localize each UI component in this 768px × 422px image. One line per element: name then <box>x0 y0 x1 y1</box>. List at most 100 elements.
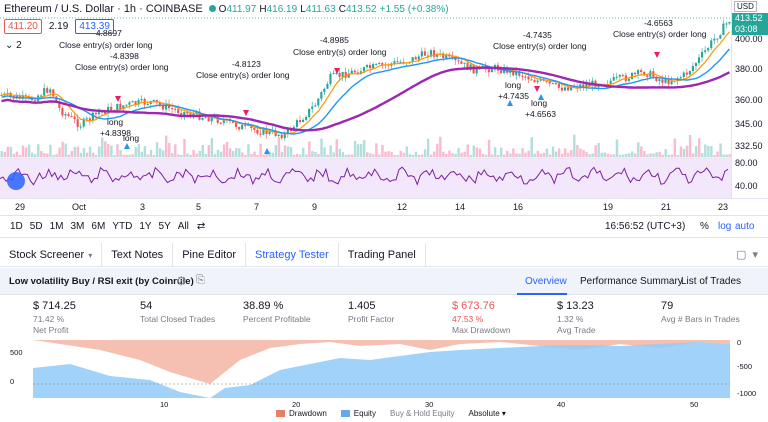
gear-icon[interactable]: ⚙ <box>176 274 187 288</box>
candle-body <box>722 23 725 36</box>
collapse-icon[interactable]: ▾ <box>752 249 758 261</box>
clock-display[interactable]: 16:56:52 (UTC+3) <box>605 221 686 232</box>
sell-price-button[interactable]: 411.20 <box>4 19 42 34</box>
volume-bar <box>359 143 363 157</box>
volume-bar <box>21 145 25 157</box>
volume-bar <box>679 146 683 157</box>
range-3m[interactable]: 3M <box>70 221 85 232</box>
candle-body <box>710 40 713 49</box>
auto-scale-toggle[interactable]: auto <box>735 221 755 232</box>
tab-trading-panel[interactable]: Trading Panel <box>339 243 426 267</box>
metric-value: $ 13.23 <box>557 300 594 312</box>
volume-bar <box>509 153 512 157</box>
volume-bar <box>393 154 396 157</box>
currency-label[interactable]: USD <box>734 1 757 12</box>
subtab-list-of-trades[interactable]: List of Trades <box>681 276 742 287</box>
volume-bar <box>496 154 500 157</box>
candle-body <box>238 127 241 130</box>
export-icon[interactable]: ⎘ <box>196 274 205 286</box>
subtab-overview[interactable]: Overview <box>525 276 567 287</box>
tab-text-notes[interactable]: Text Notes <box>102 243 174 267</box>
low-value: 411.63 <box>305 4 336 15</box>
indicator-toggle[interactable]: ⌄ 2 <box>5 40 22 51</box>
volume-bar <box>183 139 186 157</box>
maximize-icon[interactable]: ▢ <box>735 249 747 261</box>
candle-body <box>365 65 369 68</box>
price-scale[interactable]: 413.52 03:08 400.00 380.00 360.00 345.00… <box>731 0 768 198</box>
legend-drawdown[interactable]: Drawdown <box>276 409 327 418</box>
percent-scale-toggle[interactable]: % <box>700 221 709 232</box>
trade-annotation: -4.7435 <box>523 30 552 40</box>
candle-body <box>700 52 704 58</box>
range-5d[interactable]: 5D <box>29 221 43 232</box>
candle-body <box>0 95 3 96</box>
candle-body <box>685 72 688 75</box>
range-ytd[interactable]: YTD <box>112 221 133 232</box>
absolute-dropdown[interactable]: Absolute ▾ <box>468 409 506 418</box>
trade-annotation: +4.8398 <box>100 128 131 138</box>
candle-body <box>618 75 621 77</box>
volume-bar <box>70 151 73 157</box>
perf-right-tick: -500 <box>737 362 752 371</box>
volume-bar <box>612 154 616 157</box>
volume-bar <box>582 149 585 157</box>
volume-bar <box>600 152 603 157</box>
volume-bar <box>387 151 390 157</box>
candle-body <box>308 108 311 118</box>
range-5y[interactable]: 5Y <box>158 221 171 232</box>
range-1y[interactable]: 1Y <box>139 221 152 232</box>
tab-strategy-tester[interactable]: Strategy Tester <box>246 243 339 267</box>
volume-bar <box>347 154 351 157</box>
close-label: C <box>338 4 346 15</box>
volume-bar <box>652 153 655 157</box>
volume-bar <box>140 151 144 157</box>
volume-bar <box>283 145 287 157</box>
volume-bar <box>637 142 640 157</box>
panel-controls[interactable]: ▢ ▾ <box>736 248 758 261</box>
time-label: 19 <box>603 202 614 212</box>
volume-bar <box>694 146 698 157</box>
price-chart-pane[interactable]: -4.8697 Close entry(s) order long -4.8398 C… <box>0 0 768 215</box>
candle-body <box>521 75 524 77</box>
volume-bar <box>131 154 134 157</box>
trade-annotation: long <box>505 80 521 90</box>
candle-body <box>70 116 73 118</box>
subtab-performance-summary[interactable]: Performance Summary <box>580 276 683 287</box>
volume-bar <box>97 146 101 157</box>
volume-bar <box>472 145 476 157</box>
candle-body <box>670 81 673 85</box>
equity-chart[interactable]: 500 0 0 -500 -1000 10 20 30 40 50 <box>0 340 768 422</box>
symbol-title[interactable]: Ethereum / U.S. Dollar · 1h · COINBASE <box>4 3 203 15</box>
range-6m[interactable]: 6M <box>91 221 106 232</box>
candle-body <box>268 130 271 135</box>
compare-arrows-icon[interactable]: ⇄ <box>196 221 206 232</box>
range-1d[interactable]: 1D <box>10 221 23 232</box>
candle-body <box>253 128 256 130</box>
legend-equity[interactable]: Equity <box>340 409 376 418</box>
volume-bar <box>12 153 16 157</box>
volume-bar <box>500 147 503 157</box>
range-all[interactable]: All <box>177 221 189 232</box>
time-scale[interactable]: 29 Oct 3 5 7 9 12 14 16 19 21 23 <box>0 198 768 215</box>
candle-body <box>466 62 469 70</box>
trade-annotation: long <box>107 117 123 127</box>
tab-pine-editor[interactable]: Pine Editor <box>173 243 246 267</box>
range-1m[interactable]: 1M <box>49 221 64 232</box>
trade-annotation: -4.6563 <box>644 18 673 28</box>
volume-bar <box>542 152 546 157</box>
legend-buyhold[interactable]: Buy & Hold Equity <box>390 409 455 418</box>
candle-body <box>649 71 652 77</box>
perf-x-tick: 30 <box>425 400 433 409</box>
candle-body <box>241 124 244 130</box>
buy-price-button[interactable]: 413.39 <box>75 19 114 34</box>
volume-bar <box>442 151 445 157</box>
candle-body <box>55 96 58 102</box>
candle-body <box>164 104 168 110</box>
volume-bar <box>433 151 436 157</box>
volume-bar <box>107 143 110 157</box>
tab-stock-screener[interactable]: Stock Screener ▾ <box>0 243 103 267</box>
volume-bar <box>563 148 567 157</box>
log-scale-toggle[interactable]: log <box>718 221 732 232</box>
candle-body <box>259 133 262 135</box>
candle-body <box>728 21 731 24</box>
